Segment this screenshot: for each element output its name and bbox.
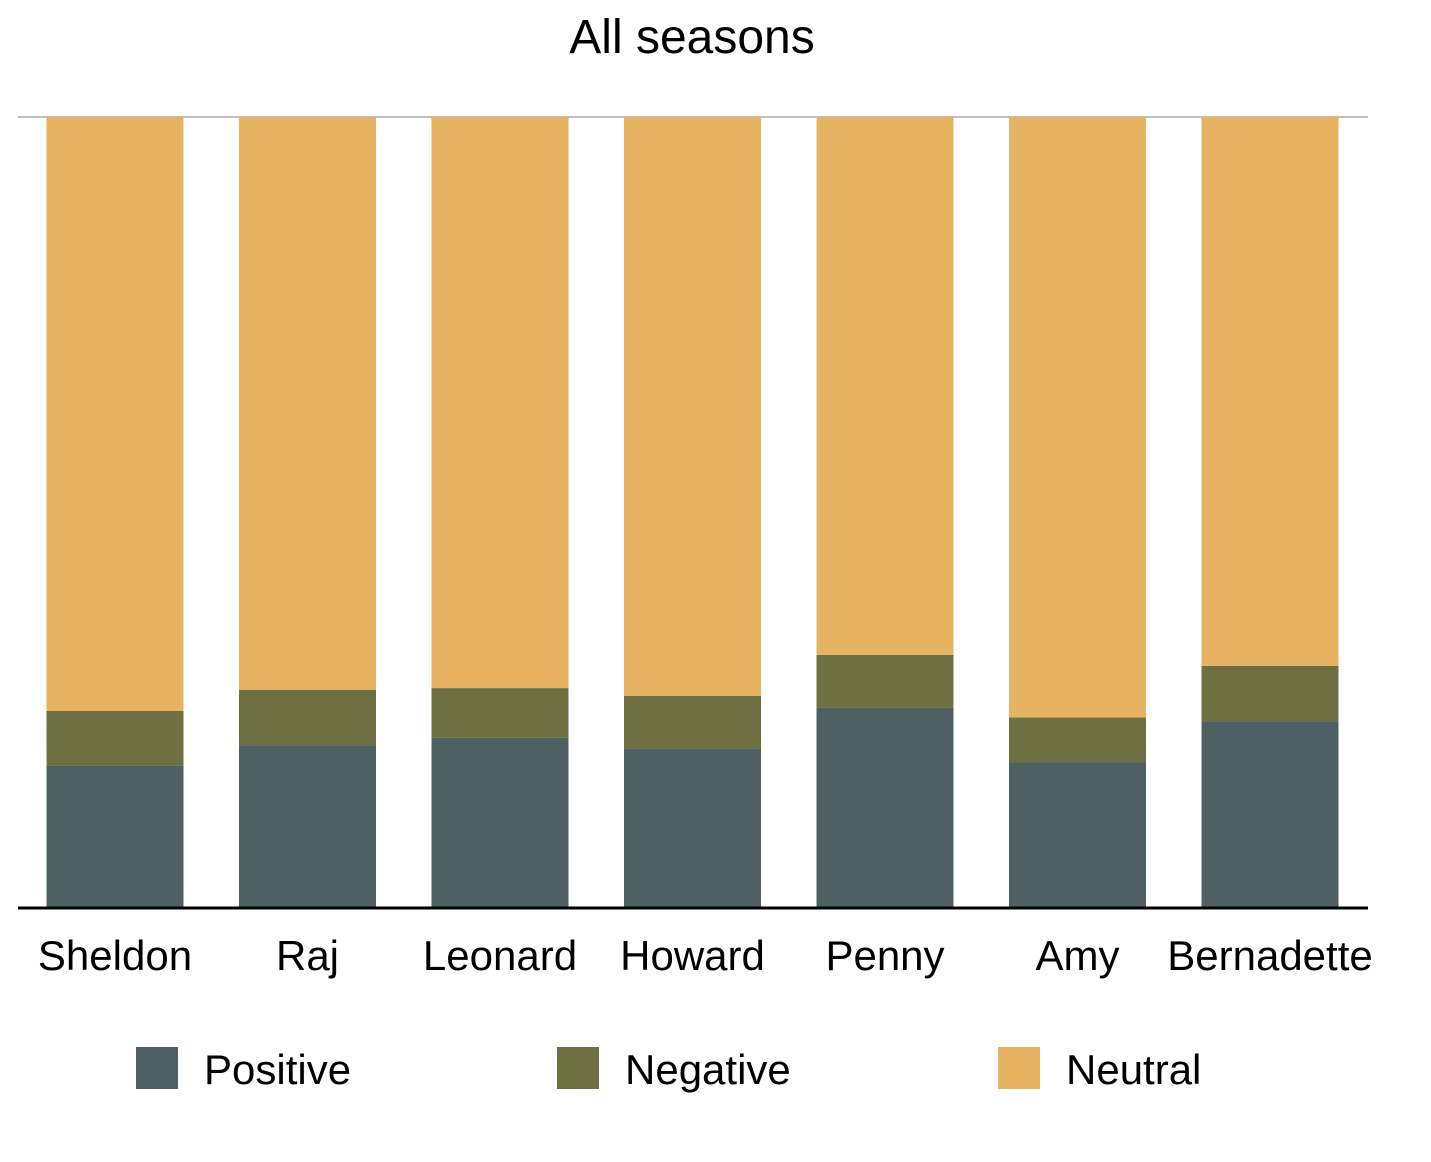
bar-segment-positive-howard xyxy=(624,748,761,908)
bar-segment-negative-raj xyxy=(239,689,376,746)
bar-segment-positive-leonard xyxy=(431,737,569,908)
chart-title: All seasons xyxy=(569,11,814,64)
bar-segment-positive-bernadette xyxy=(1201,721,1339,908)
bar-segment-negative-leonard xyxy=(431,688,569,738)
bar-segment-neutral-sheldon xyxy=(46,117,184,711)
bar-segment-neutral-bernadette xyxy=(1201,117,1339,666)
legend-swatch xyxy=(998,1047,1040,1089)
x-tick-label: Sheldon xyxy=(38,932,192,979)
legend-label: Negative xyxy=(625,1046,791,1093)
bar-segment-neutral-raj xyxy=(239,117,376,690)
x-tick-labels: Sheldon Raj Leonard Howard Penny Amy Bernadett… xyxy=(38,932,1373,979)
legend-item-neutral: Neutral xyxy=(998,1046,1201,1093)
bar-segment-negative-sheldon xyxy=(46,711,184,766)
bar-segment-neutral-leonard xyxy=(431,117,569,689)
legend-swatch xyxy=(557,1047,599,1089)
bar-segment-neutral-howard xyxy=(624,117,761,696)
x-tick-label: Penny xyxy=(825,932,944,979)
legend-swatch xyxy=(136,1047,178,1089)
bar-segment-negative-bernadette xyxy=(1201,666,1339,722)
legend-item-positive: Positive xyxy=(136,1046,351,1093)
bar-segment-positive-raj xyxy=(239,745,376,908)
bar-segment-negative-penny xyxy=(816,654,954,708)
legend: Positive Negative Neutral xyxy=(136,1046,1201,1093)
bar-segment-neutral-penny xyxy=(816,117,954,655)
x-tick-label: Bernadette xyxy=(1167,932,1373,979)
bar-segment-positive-amy xyxy=(1009,762,1146,908)
bar-segment-negative-amy xyxy=(1009,717,1146,763)
bar-segment-positive-sheldon xyxy=(46,765,184,908)
x-tick-label: Howard xyxy=(620,932,765,979)
bars-group xyxy=(46,117,1339,908)
bar-segment-positive-penny xyxy=(816,707,954,908)
x-tick-label: Leonard xyxy=(423,932,577,979)
x-tick-label: Raj xyxy=(276,932,339,979)
legend-label: Positive xyxy=(204,1046,351,1093)
bar-segment-neutral-amy xyxy=(1009,117,1146,718)
x-tick-label: Amy xyxy=(1036,932,1120,979)
legend-item-negative: Negative xyxy=(557,1046,791,1093)
legend-label: Neutral xyxy=(1066,1046,1201,1093)
bar-segment-negative-howard xyxy=(624,696,761,749)
